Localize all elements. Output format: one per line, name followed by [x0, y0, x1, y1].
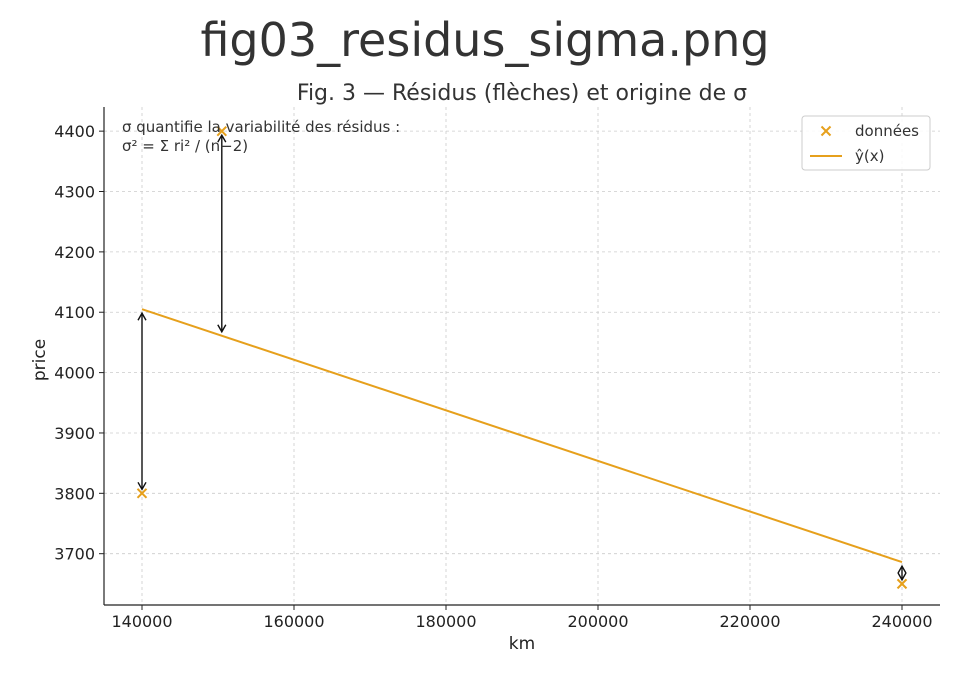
- residual-arrow-head: [897, 564, 907, 574]
- legend-label-fit: ŷ(x): [855, 147, 884, 165]
- data-points: [136, 125, 908, 590]
- x-tick-label: 180000: [415, 612, 476, 631]
- x-tick-label: 140000: [111, 612, 172, 631]
- legend-label-donnees: données: [855, 122, 919, 140]
- legend-marker-donnees: [820, 125, 832, 137]
- data-point: [136, 488, 148, 499]
- legend-marker-stroke: [820, 125, 832, 137]
- y-tick-label: 4400: [54, 122, 95, 141]
- data-point-stroke: [136, 488, 148, 499]
- residual-arrow-head: [217, 324, 227, 334]
- x-axis-label: km: [509, 634, 535, 654]
- residual-arrow-head: [217, 133, 227, 143]
- annotation-line-2: σ² = Σ ri² / (n−2): [122, 137, 248, 155]
- axes: [103, 107, 940, 606]
- x-tick-label: 220000: [719, 612, 780, 631]
- residual-arrow-head: [897, 572, 907, 582]
- residual-arrow-head: [137, 311, 147, 321]
- y-axis-label: price: [30, 339, 50, 381]
- y-tick-label: 4200: [54, 243, 95, 262]
- y-tick-label: 4100: [54, 303, 95, 322]
- fit-line-group: [141, 308, 903, 564]
- residual-arrows: [137, 133, 907, 582]
- y-tick-label: 4300: [54, 183, 95, 202]
- grid: [104, 107, 940, 605]
- legend: données ŷ(x): [801, 115, 931, 171]
- y-tick-label: 3800: [54, 484, 95, 503]
- x-tick-label: 160000: [263, 612, 324, 631]
- x-tick-label: 200000: [567, 612, 628, 631]
- y-tick-label: 3700: [54, 545, 95, 564]
- ticks: 140000 160000 180000 200000 220000 240000 3700…: [54, 122, 932, 631]
- fit-line: [141, 308, 903, 564]
- data-point-stroke: [896, 578, 908, 590]
- data-point-stroke: [216, 125, 228, 137]
- data-point: [896, 578, 908, 590]
- data-point: [216, 125, 228, 137]
- x-tick-label: 240000: [871, 612, 932, 631]
- y-tick-label: 4000: [54, 364, 95, 383]
- chart-title: Fig. 3 — Résidus (flèches) et origine de…: [297, 81, 747, 106]
- file-title: fig03_residus_sigma.png: [200, 13, 769, 67]
- annotation-line-1: σ quantifie la variabilité des résidus :: [122, 118, 400, 136]
- y-tick-label: 3900: [54, 424, 95, 443]
- residual-arrow-head: [137, 481, 147, 491]
